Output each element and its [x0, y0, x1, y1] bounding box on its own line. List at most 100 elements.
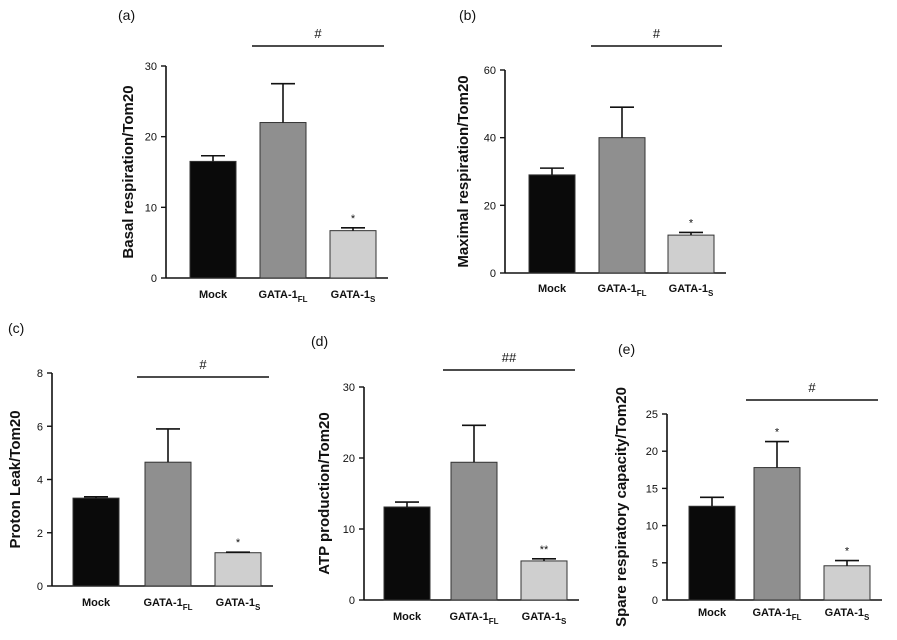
x-tick-label: GATA-1FL [143, 597, 192, 612]
bar [667, 234, 715, 274]
x-tick-label-main: GATA-1 [825, 607, 864, 619]
y-tick-label: 20 [343, 453, 355, 465]
bar [528, 174, 576, 274]
y-axis-title: Maximal respiration/Tom20 [455, 75, 472, 267]
y-tick-label: 40 [484, 133, 496, 145]
y-axis-title: ATP production/Tom20 [316, 412, 333, 575]
significance-label: # [653, 26, 661, 41]
significance-label: ## [502, 350, 517, 365]
x-tick-label: Mock [199, 289, 228, 301]
x-tick-label-main: GATA-1 [522, 611, 561, 623]
y-tick-label: 10 [145, 202, 157, 214]
bar [329, 230, 377, 279]
bar [214, 552, 262, 587]
x-tick-label-subscript: FL [183, 603, 193, 612]
bar [688, 505, 736, 601]
bar [520, 560, 568, 601]
y-tick-label: 6 [37, 421, 43, 433]
x-tick-label-subscript: FL [637, 289, 647, 298]
x-tick-label: GATA-1S [522, 611, 567, 626]
y-tick-label: 10 [646, 521, 658, 533]
x-tick-label-main: GATA-1 [216, 597, 255, 609]
y-tick-label: 0 [652, 595, 658, 607]
x-tick-label: Mock [82, 597, 111, 609]
bar [450, 461, 498, 601]
y-tick-label: 8 [37, 368, 43, 380]
x-tick-label-subscript: S [370, 295, 376, 304]
panel-label: (e) [618, 341, 635, 357]
x-tick-label-main: Mock [538, 283, 567, 295]
y-axis-title: Spare respiratory capacity/Tom20 [613, 387, 630, 627]
x-tick-label: Mock [698, 607, 727, 619]
x-tick-label-subscript: S [561, 617, 567, 626]
y-tick-label: 25 [646, 409, 658, 421]
x-tick-label-main: Mock [698, 607, 727, 619]
x-tick-label: Mock [538, 283, 567, 295]
bar [383, 506, 431, 601]
panel-label: (c) [8, 320, 24, 336]
y-tick-label: 4 [37, 475, 43, 487]
y-tick-label: 20 [646, 446, 658, 458]
x-tick-label: Mock [393, 611, 422, 623]
x-tick-label-subscript: FL [489, 617, 499, 626]
y-tick-label: 20 [145, 132, 157, 144]
y-tick-label: 0 [490, 268, 496, 280]
y-tick-label: 2 [37, 528, 43, 540]
panel-label: (b) [459, 7, 476, 23]
bar [598, 137, 646, 274]
bar [753, 467, 801, 601]
x-tick-label-subscript: FL [792, 613, 802, 622]
y-axis-title: Basal respiration/Tom20 [120, 85, 137, 258]
x-tick-label: GATA-1S [331, 289, 376, 304]
x-tick-label: GATA-1FL [752, 607, 801, 622]
bar [259, 122, 307, 279]
significance-label: # [199, 357, 207, 372]
y-tick-label: 0 [37, 581, 43, 593]
x-tick-label-main: GATA-1 [258, 289, 297, 301]
x-tick-label-main: Mock [393, 611, 422, 623]
y-tick-label: 5 [652, 558, 658, 570]
x-tick-label: GATA-1S [825, 607, 870, 622]
significance-label: # [808, 380, 816, 395]
significance-star: * [775, 427, 780, 439]
bar [144, 461, 192, 587]
significance-label: # [314, 26, 322, 41]
y-tick-label: 15 [646, 483, 658, 495]
y-tick-label: 30 [145, 61, 157, 73]
y-tick-label: 10 [343, 524, 355, 536]
x-tick-label-main: GATA-1 [752, 607, 791, 619]
significance-star: ** [540, 544, 549, 556]
x-tick-label: GATA-1S [216, 597, 261, 612]
x-tick-label-subscript: FL [298, 295, 308, 304]
x-tick-label-subscript: S [708, 289, 714, 298]
bar [823, 565, 871, 601]
x-tick-label-main: GATA-1 [143, 597, 182, 609]
x-tick-label: GATA-1S [669, 283, 714, 298]
significance-star: * [351, 213, 356, 225]
x-tick-label-subscript: S [255, 603, 261, 612]
panel-d: (d) 0 10 20 30 ATP production/Tom20 Mock GATA-1… [311, 333, 579, 626]
y-tick-label: 0 [151, 273, 157, 285]
y-tick-label: 0 [349, 595, 355, 607]
panel-a: (a) 0 10 20 30 Basal respiration/Tom20 Mock GAT… [118, 7, 388, 304]
y-tick-label: 20 [484, 200, 496, 212]
x-tick-label: GATA-1FL [597, 283, 646, 298]
panel-b: (b) 0 20 40 60 Maximal respiration/Tom20 Mock G… [455, 7, 726, 298]
significance-star: * [845, 546, 850, 558]
x-tick-label-main: GATA-1 [597, 283, 636, 295]
y-tick-label: 60 [484, 65, 496, 77]
significance-star: * [236, 537, 241, 549]
panel-label: (a) [118, 7, 135, 23]
x-tick-label-subscript: S [864, 613, 870, 622]
x-tick-label-main: GATA-1 [331, 289, 370, 301]
x-tick-label-main: Mock [82, 597, 111, 609]
x-tick-label-main: GATA-1 [669, 283, 708, 295]
significance-star: * [689, 217, 694, 229]
bar [189, 160, 237, 279]
panel-e: (e) 0 5 10 15 20 25 Spare respiratory capacity/… [613, 341, 882, 627]
x-tick-label: GATA-1FL [449, 611, 498, 626]
bar [72, 497, 120, 587]
x-tick-label-main: Mock [199, 289, 228, 301]
